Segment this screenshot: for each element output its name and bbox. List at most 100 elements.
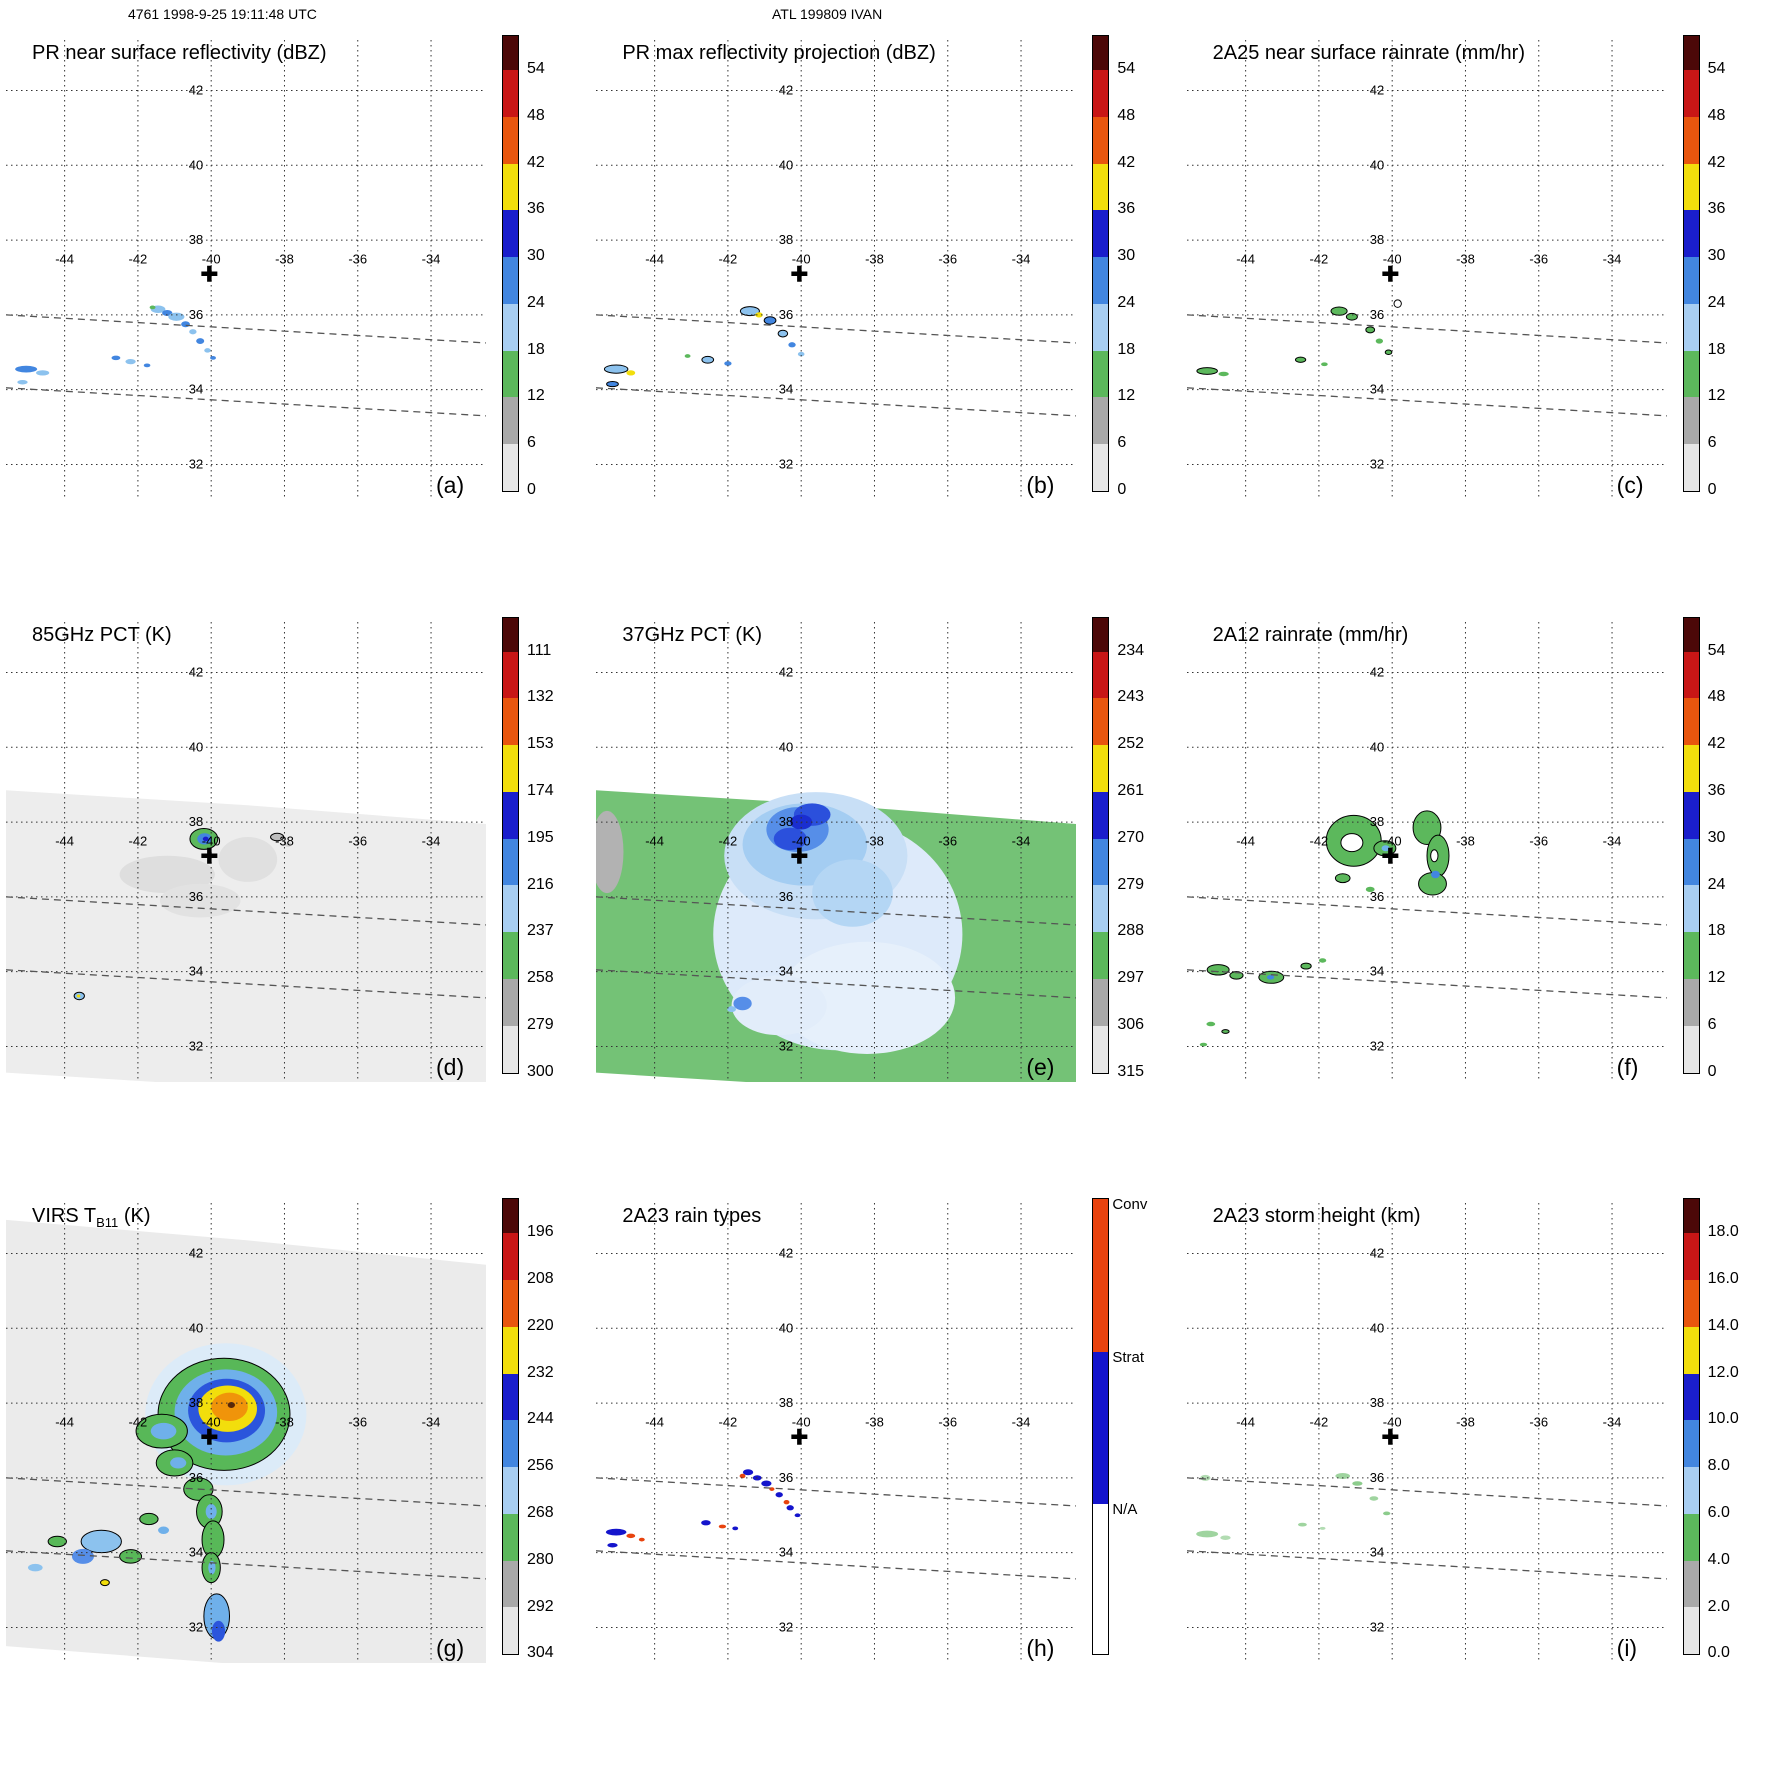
lat-tick-label: 38 xyxy=(1369,1395,1383,1410)
colorbar-segment xyxy=(1683,257,1699,304)
data-blob xyxy=(788,342,797,348)
data-blob xyxy=(1334,872,1351,883)
data-blob xyxy=(270,832,285,841)
colorbar-segment xyxy=(503,210,518,258)
data-blob xyxy=(607,1543,618,1548)
colorbar-tick-label: 42 xyxy=(1707,735,1726,753)
colorbar-tick-label: 6.0 xyxy=(1707,1503,1730,1521)
colorbar-segment xyxy=(503,163,518,211)
lat-tick-label: 38 xyxy=(779,232,793,247)
lat-tick-label: 42 xyxy=(779,1246,793,1261)
panel-title: 85GHz PCT (K) xyxy=(32,623,172,646)
lon-tick-label: -34 xyxy=(1602,251,1621,266)
lat-tick-label: 40 xyxy=(1369,1321,1383,1336)
lon-tick-label: -34 xyxy=(422,833,441,848)
panel-title: 2A23 rain types xyxy=(622,1205,762,1228)
lon-tick-label: -42 xyxy=(129,251,148,266)
lon-tick-label: -42 xyxy=(719,833,738,848)
data-blob xyxy=(1335,1473,1350,1480)
swath-edge-line xyxy=(596,1550,1077,1580)
colorbar-bar xyxy=(502,35,519,492)
storm-name-header: ATL 199809 IVAN xyxy=(772,6,883,22)
colorbar-segment xyxy=(503,1025,518,1073)
panel-title: 2A23 storm height (km) xyxy=(1212,1205,1421,1228)
colorbar-segment xyxy=(503,444,518,491)
data-blob xyxy=(626,370,636,376)
data-blob xyxy=(775,1492,784,1498)
scan-timestamp-header: 4761 1998-9-25 19:11:48 UTC xyxy=(128,6,317,22)
panel-title: 2A25 near surface rainrate (mm/hr) xyxy=(1212,42,1525,64)
map-plot: -44 -42 -40 -38 -36 -34 32 34 36 38 40 42 xyxy=(596,40,1077,500)
lon-tick-label: -42 xyxy=(129,833,148,848)
data-blob xyxy=(1206,1021,1215,1026)
colorbar-segment xyxy=(503,838,518,886)
swath-edge-line xyxy=(6,968,486,999)
data-blob xyxy=(1199,1475,1211,1482)
colorbar-segment xyxy=(1683,651,1699,699)
colorbar-segment xyxy=(1683,838,1699,886)
lon-tick-label: -36 xyxy=(348,833,367,848)
colorbar-segment xyxy=(1683,1467,1699,1514)
lat-tick-label: 36 xyxy=(189,1470,203,1485)
panel-letter-label: (d) xyxy=(436,1053,465,1080)
colorbar-tick-label: 24 xyxy=(1117,293,1136,311)
data-blob xyxy=(740,306,761,317)
colorbar-segment xyxy=(503,1280,518,1327)
data-blob xyxy=(701,1520,712,1526)
colorbar-segment xyxy=(503,303,518,351)
data-blob xyxy=(100,1579,110,1587)
map-layer: -44 -42 -40 -38 -36 -34 32 34 36 38 40 42 xyxy=(596,621,1077,1082)
data-blob xyxy=(1318,957,1326,963)
map-plot: -44 -42 -40 -38 -36 -34 32 34 36 38 40 42 xyxy=(6,40,486,500)
lon-tick-label: -44 xyxy=(1236,833,1255,848)
data-blob xyxy=(159,883,241,918)
data-blob xyxy=(284,841,292,847)
colorbar-tick-label: 195 xyxy=(527,828,554,846)
colorbar-tick-label: 18.0 xyxy=(1707,1223,1739,1241)
lat-tick-label: 32 xyxy=(189,1620,203,1635)
lat-tick-label: 36 xyxy=(1369,1470,1383,1485)
data-blob xyxy=(1365,886,1375,892)
colorbar-segment xyxy=(1683,36,1699,70)
map-plot: -44 -42 -40 -38 -36 -34 32 34 36 38 40 42 xyxy=(596,621,1077,1082)
colorbar-tick-label: 30 xyxy=(527,247,545,265)
data-blob xyxy=(143,363,151,368)
panel-title: PR max reflectivity projection (dBZ) xyxy=(622,42,936,64)
colorbar-tick-label: 8.0 xyxy=(1707,1457,1730,1475)
lat-tick-label: 36 xyxy=(779,307,793,322)
lon-tick-label: -36 xyxy=(1529,833,1548,848)
colorbar-tick-label: 111 xyxy=(527,641,552,659)
data-blob xyxy=(724,361,732,366)
colorbar-segment xyxy=(1683,1233,1699,1281)
swath-edge-line xyxy=(1186,314,1667,344)
lat-tick-label: 32 xyxy=(779,1620,793,1635)
colorbar-tick-label: 297 xyxy=(1117,969,1145,987)
panel-e: -44 -42 -40 -38 -36 -34 32 34 36 38 40 42 37GHz PCT… xyxy=(590,608,1180,1190)
panel-letter-label: (h) xyxy=(1026,1635,1055,1662)
lon-tick-label: -38 xyxy=(865,251,884,266)
colorbar-tick-label: 0 xyxy=(1707,1062,1717,1080)
colorbar: 54 48 42 36 30 24 18 12 6 0 xyxy=(502,35,588,507)
lat-tick-label: 32 xyxy=(189,1038,203,1053)
map-plot: -44 -42 -40 -38 -36 -34 32 34 36 38 40 42 xyxy=(6,1203,486,1664)
lon-tick-label: -36 xyxy=(1529,1415,1548,1430)
swath-edge-line xyxy=(596,895,1077,926)
data-blob xyxy=(80,1530,122,1554)
colorbar: 18.0 16.0 14.0 12.0 10.0 8.0 6.0 4.0 2.0 0.0 xyxy=(1682,1198,1769,1670)
lon-tick-label: -36 xyxy=(939,1415,958,1430)
panel-letter-label: (g) xyxy=(436,1635,465,1662)
colorbar-segment xyxy=(1093,116,1109,164)
panel-h: -44 -42 -40 -38 -36 -34 32 34 36 38 40 42 2A23 rain… xyxy=(590,1189,1180,1771)
data-blob xyxy=(1195,1530,1218,1538)
lon-tick-label: -38 xyxy=(275,251,294,266)
colorbar-tick-label: 48 xyxy=(1707,688,1726,706)
data-blob xyxy=(783,1500,790,1505)
colorbar-tick-label: 234 xyxy=(1117,641,1145,659)
colorbar-segment xyxy=(1093,1199,1109,1352)
lat-tick-label: 42 xyxy=(189,664,203,679)
colorbar-tick-label: 279 xyxy=(527,1015,554,1033)
colorbar-category-label: Conv xyxy=(1112,1196,1148,1214)
panel-d: -44 -42 -40 -38 -36 -34 32 34 36 38 40 42 85GHz PCT… xyxy=(0,608,590,1190)
colorbar-tick-label: 36 xyxy=(1117,200,1136,218)
colorbar: 111 132 153 174 195 216 237 258 279 300 xyxy=(502,616,588,1089)
